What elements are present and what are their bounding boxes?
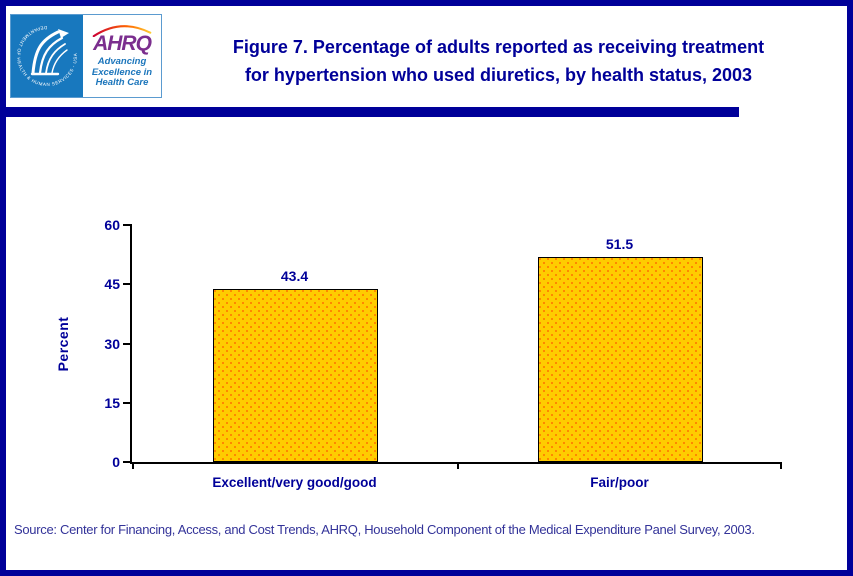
ahrq-wordmark: AHRQ [93,32,152,56]
x-axis-tick [457,464,459,469]
figure-title: Figure 7. Percentage of adults reported … [156,33,841,89]
x-axis-tick [132,464,134,469]
y-axis-tick [123,283,132,286]
ahrq-tagline-line: Health Care [95,77,149,89]
header-rule [6,107,739,117]
y-axis-label: Percent [55,316,71,372]
seal-text: DEPARTMENT OF HEALTH & HUMAN SERVICES - … [16,25,77,87]
x-axis-category-label: Excellent/very good/good [212,475,377,490]
y-axis-tick [123,224,132,226]
hhs-ahrq-logo: DEPARTMENT OF HEALTH & HUMAN SERVICES - … [10,14,162,98]
source-note: Source: Center for Financing, Access, an… [14,522,755,537]
ahrq-tagline: Advancing Excellence in Health Care [92,57,152,89]
x-axis-tick [780,464,782,469]
y-axis-tick-label: 0 [112,454,120,470]
y-axis-tick-label: 45 [104,276,120,293]
y-axis-tick-label: 30 [104,335,120,352]
y-axis-tick [123,401,132,404]
figure-title-line-2: for hypertension who used diuretics, by … [244,65,753,85]
ahrq-arc-icon [92,25,152,38]
y-axis-tick-label: 15 [104,394,120,411]
svg-text:DEPARTMENT OF HEALTH & HUMAN S: DEPARTMENT OF HEALTH & HUMAN SERVICES - … [16,25,78,87]
bar [538,257,703,462]
ahrq-logo: AHRQ Advancing Excellence in Health Care [83,15,161,97]
plot-area: 0 15 30 45 60 43.4 Excellent/very good/good 51.… [104,217,782,490]
bar-value-label: 51.5 [605,236,634,252]
ahrq-tagline-line: Excellence in [91,66,153,78]
hhs-eagle-icon: DEPARTMENT OF HEALTH & HUMAN SERVICES - … [16,25,78,87]
bar-value-label: 43.4 [280,268,309,284]
hhs-seal: DEPARTMENT OF HEALTH & HUMAN SERVICES - … [11,15,83,97]
y-axis-tick-label: 60 [104,217,120,233]
y-axis-tick [123,342,132,345]
bar [213,289,378,462]
x-axis-category-label: Fair/poor [590,475,649,490]
figure-title-line-1: Figure 7. Percentage of adults reported … [232,37,765,57]
y-axis-tick [123,461,132,463]
ahrq-tagline-line: Advancing [97,56,147,68]
